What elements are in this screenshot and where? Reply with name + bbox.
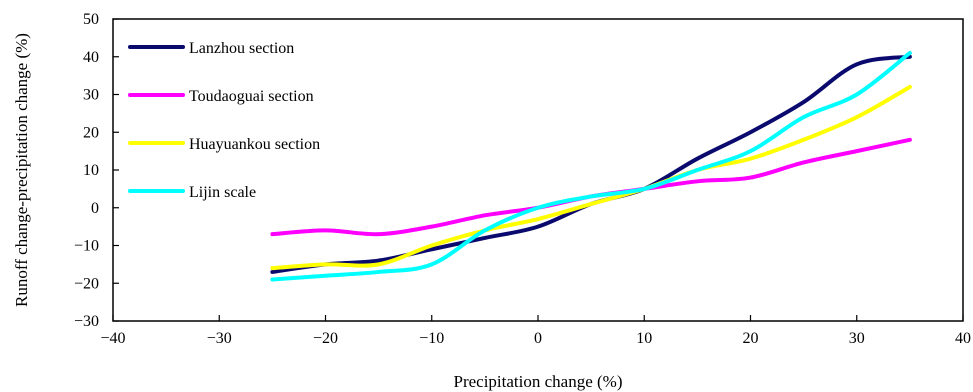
y-tick-label: 20 — [83, 124, 99, 141]
x-axis-ticks: −40 −30 −20 −10 0 10 20 30 40 — [100, 315, 971, 347]
x-axis-title: Precipitation change (%) — [454, 372, 623, 391]
y-tick-label: 50 — [83, 11, 99, 28]
x-tick-label: 30 — [849, 330, 865, 347]
y-tick-label: 40 — [83, 49, 99, 66]
x-tick-label: −10 — [419, 330, 444, 347]
y-axis-title: Runoff change-precipitation change (%) — [12, 33, 31, 307]
x-tick-label: −20 — [313, 330, 338, 347]
y-tick-label: 10 — [83, 162, 99, 179]
x-tick-label: 20 — [743, 330, 759, 347]
y-tick-label: 0 — [91, 200, 99, 217]
series-line-4 — [270, 50, 912, 282]
legend: Lanzhou section Toudaoguai section Huayuan… — [128, 40, 320, 201]
y-tick-label: −20 — [74, 275, 99, 292]
y-tick-label: −30 — [74, 313, 99, 330]
series-lines — [270, 50, 912, 282]
legend-label-2: Toudaoguai section — [189, 88, 314, 105]
x-tick-label: −30 — [207, 330, 232, 347]
y-tick-label: −10 — [74, 238, 99, 255]
x-tick-label: 10 — [636, 330, 652, 347]
legend-label-1: Lanzhou section — [189, 40, 294, 57]
y-axis-ticks: −30 −20 −10 0 10 20 30 40 50 — [74, 11, 119, 330]
y-tick-label: 30 — [83, 87, 99, 104]
x-tick-label: 0 — [534, 330, 542, 347]
series-line-3 — [270, 84, 912, 271]
legend-label-4: Lijin scale — [189, 184, 256, 201]
x-tick-label: 40 — [955, 330, 971, 347]
legend-label-3: Huayuankou section — [189, 136, 320, 153]
x-tick-label: −40 — [100, 330, 125, 347]
